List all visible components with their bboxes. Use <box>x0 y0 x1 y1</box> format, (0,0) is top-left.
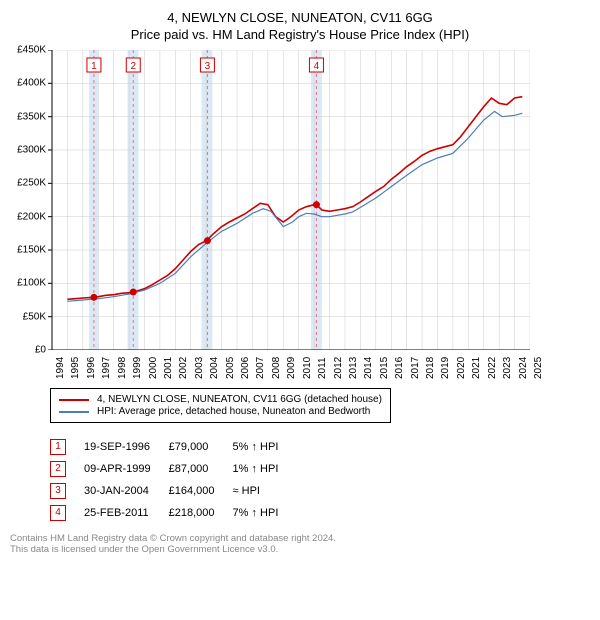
sale-marker <box>204 237 211 244</box>
legend-swatch <box>59 399 89 401</box>
x-tick-label: 2005 <box>225 357 236 379</box>
y-tick-label: £0 <box>6 345 46 356</box>
chart-title-block: 4, NEWLYN CLOSE, NUNEATON, CV11 6GG Pric… <box>10 10 590 42</box>
x-tick-label: 2024 <box>518 357 529 379</box>
x-tick-label: 2025 <box>533 357 544 379</box>
x-tick-label: 2021 <box>471 357 482 379</box>
sales-table: 1 19-SEP-1996 £79,000 5% ↑ HPI 2 09-APR-… <box>50 433 296 527</box>
x-tick-label: 2016 <box>394 357 405 379</box>
x-tick-label: 1999 <box>132 357 143 379</box>
x-tick-label: 2015 <box>379 357 390 379</box>
legend-swatch <box>59 411 89 413</box>
y-tick-label: £50K <box>6 311 46 322</box>
x-tick-label: 1998 <box>117 357 128 379</box>
sale-marker <box>90 294 97 301</box>
y-tick-label: £300K <box>6 145 46 156</box>
sales-row: 2 09-APR-1999 £87,000 1% ↑ HPI <box>50 461 296 477</box>
x-tick-label: 2012 <box>333 357 344 379</box>
sales-row-date: 19-SEP-1996 <box>84 439 169 455</box>
sales-row-num: 2 <box>50 461 66 477</box>
footnote-1: Contains HM Land Registry data © Crown c… <box>10 533 590 544</box>
sale-label-num: 1 <box>91 61 97 72</box>
sales-row-price: £87,000 <box>169 461 233 477</box>
sales-row-price: £164,000 <box>169 483 233 499</box>
title-line-1: 4, NEWLYN CLOSE, NUNEATON, CV11 6GG <box>10 10 590 25</box>
y-tick-label: £200K <box>6 211 46 222</box>
y-tick-label: £150K <box>6 245 46 256</box>
x-tick-label: 1994 <box>55 357 66 379</box>
x-tick-label: 2020 <box>456 357 467 379</box>
legend-row: 4, NEWLYN CLOSE, NUNEATON, CV11 6GG (det… <box>59 394 382 405</box>
sales-row-num: 1 <box>50 439 66 455</box>
sale-marker <box>130 289 137 296</box>
sales-row-price: £218,000 <box>169 505 233 521</box>
sales-row-delta: 7% ↑ HPI <box>233 505 297 521</box>
x-tick-label: 2013 <box>348 357 359 379</box>
y-tick-label: £350K <box>6 111 46 122</box>
x-tick-label: 2023 <box>502 357 513 379</box>
legend-row: HPI: Average price, detached house, Nune… <box>59 406 382 417</box>
y-tick-label: £250K <box>6 178 46 189</box>
sales-row-num: 3 <box>50 483 66 499</box>
x-tick-label: 1996 <box>86 357 97 379</box>
x-tick-label: 1997 <box>101 357 112 379</box>
sales-row-price: £79,000 <box>169 439 233 455</box>
sales-row-date: 09-APR-1999 <box>84 461 169 477</box>
price-chart: 1234£0£50K£100K£150K£200K£250K£300K£350K… <box>10 50 530 350</box>
y-tick-label: £100K <box>6 278 46 289</box>
x-tick-label: 2001 <box>163 357 174 379</box>
sale-label-num: 2 <box>130 61 136 72</box>
sale-marker <box>313 201 320 208</box>
sale-label-num: 4 <box>314 61 320 72</box>
y-tick-label: £400K <box>6 78 46 89</box>
sales-row-date: 30-JAN-2004 <box>84 483 169 499</box>
x-tick-label: 2007 <box>255 357 266 379</box>
x-tick-label: 2000 <box>148 357 159 379</box>
x-tick-label: 2017 <box>410 357 421 379</box>
sales-row-num: 4 <box>50 505 66 521</box>
sales-row: 4 25-FEB-2011 £218,000 7% ↑ HPI <box>50 505 296 521</box>
x-tick-label: 2014 <box>363 357 374 379</box>
title-line-2: Price paid vs. HM Land Registry's House … <box>10 27 590 42</box>
sales-row-delta: 1% ↑ HPI <box>233 461 297 477</box>
x-tick-label: 2011 <box>317 357 328 379</box>
sales-row-date: 25-FEB-2011 <box>84 505 169 521</box>
sale-label-num: 3 <box>205 61 211 72</box>
chart-svg: 1 2 3 4 <box>10 50 530 350</box>
x-tick-label: 2010 <box>302 357 313 379</box>
sales-row: 3 30-JAN-2004 £164,000 ≈ HPI <box>50 483 296 499</box>
y-tick-label: £450K <box>6 45 46 56</box>
footnote-2: This data is licensed under the Open Gov… <box>10 544 590 555</box>
legend-label: 4, NEWLYN CLOSE, NUNEATON, CV11 6GG (det… <box>97 394 382 405</box>
x-tick-label: 2019 <box>440 357 451 379</box>
x-tick-label: 2003 <box>194 357 205 379</box>
x-tick-label: 2008 <box>271 357 282 379</box>
sales-row-delta: ≈ HPI <box>233 483 297 499</box>
x-tick-label: 2006 <box>240 357 251 379</box>
legend-label: HPI: Average price, detached house, Nune… <box>97 406 370 417</box>
x-tick-label: 2018 <box>425 357 436 379</box>
legend: 4, NEWLYN CLOSE, NUNEATON, CV11 6GG (det… <box>50 388 391 423</box>
sales-row-delta: 5% ↑ HPI <box>233 439 297 455</box>
x-tick-label: 2004 <box>209 357 220 379</box>
x-tick-label: 2009 <box>286 357 297 379</box>
x-tick-label: 1995 <box>70 357 81 379</box>
sales-row: 1 19-SEP-1996 £79,000 5% ↑ HPI <box>50 439 296 455</box>
x-tick-label: 2022 <box>487 357 498 379</box>
x-tick-label: 2002 <box>178 357 189 379</box>
